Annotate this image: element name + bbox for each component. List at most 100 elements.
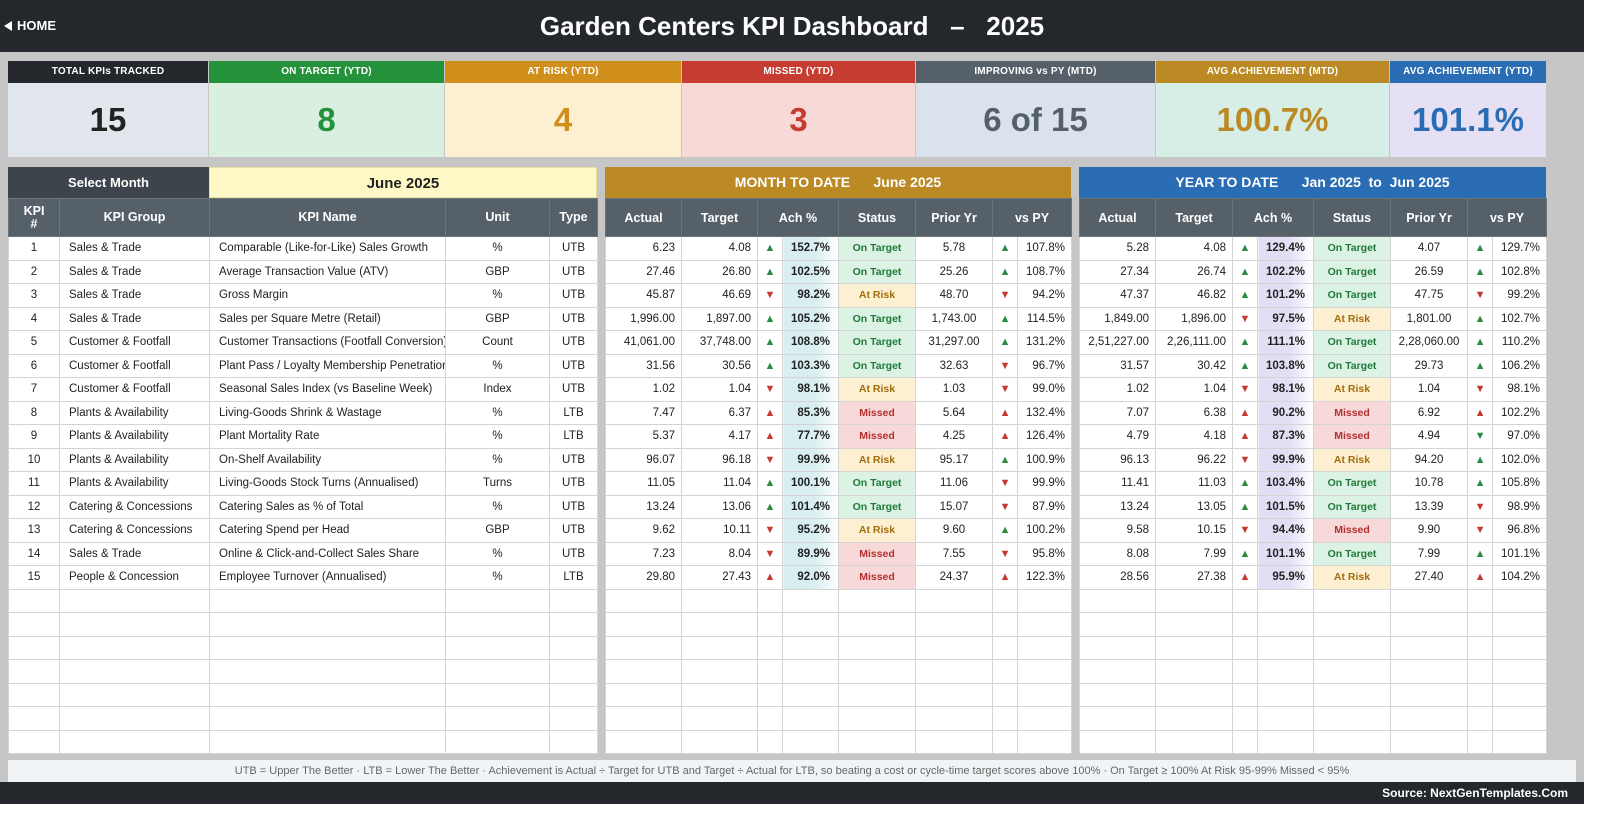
status-badge: On Target — [838, 471, 917, 496]
empty-cell — [838, 659, 917, 684]
achievement-value: 129.4% — [1256, 236, 1315, 261]
empty-cell — [1155, 682, 1233, 707]
empty-cell — [681, 706, 758, 731]
empty-cell — [209, 612, 446, 637]
empty-cell — [915, 682, 994, 707]
trend-arrow-icon: ▲ — [757, 236, 783, 261]
empty-cell — [1232, 729, 1258, 754]
kpi-name: Seasonal Sales Index (vs Baseline Week) — [209, 377, 446, 402]
empty-cell — [1492, 612, 1548, 637]
trend-arrow-icon: ▼ — [1232, 447, 1258, 472]
target-value: 96.22 — [1155, 447, 1233, 472]
trend-arrow-icon: ▲ — [1232, 565, 1258, 590]
trend-arrow-icon: ▼ — [1467, 283, 1494, 308]
column-header: vs PY — [1467, 198, 1548, 237]
trend-arrow-icon: ▲ — [1467, 565, 1494, 590]
trend-arrow-icon: ▲ — [1232, 541, 1258, 566]
achievement-value: 94.4% — [1256, 518, 1315, 543]
empty-cell — [1492, 588, 1548, 613]
kpi-name: Living-Goods Stock Turns (Annualised) — [209, 471, 446, 496]
column-header: KPI Name — [209, 198, 446, 237]
empty-cell — [838, 682, 917, 707]
empty-cell — [757, 635, 783, 660]
empty-cell — [838, 612, 917, 637]
trend-arrow-icon: ▲ — [1232, 283, 1258, 308]
kpi-group: Sales & Trade — [59, 306, 210, 331]
target-value: 13.06 — [681, 494, 758, 519]
actual-value: 1.02 — [1079, 377, 1156, 402]
kpi-card-value: 3 — [682, 83, 915, 157]
month-dropdown[interactable]: June 2025 — [209, 167, 597, 198]
empty-cell — [59, 659, 210, 684]
empty-cell — [681, 729, 758, 754]
home-button[interactable]: HOME — [4, 18, 56, 33]
actual-value: 1,996.00 — [605, 306, 682, 331]
trend-arrow-icon: ▼ — [1232, 518, 1258, 543]
status-badge: On Target — [1313, 471, 1392, 496]
empty-cell — [992, 659, 1019, 684]
trend-arrow-icon: ▲ — [757, 424, 783, 449]
kpi-number: 9 — [8, 424, 60, 449]
table-row: 1,849.00 1,896.00 ▼ 97.5% At Risk 1,801.00 ▲ 10… — [1079, 306, 1548, 331]
table-row: 31.56 30.56 ▲ 103.3% On Target 32.63 ▼ 96.7% — [605, 353, 1073, 378]
actual-value: 9.58 — [1079, 518, 1156, 543]
table-row: 7.07 6.38 ▲ 90.2% Missed 6.92 ▲ 102.2% — [1079, 400, 1548, 425]
kpi-group: Sales & Trade — [59, 541, 210, 566]
empty-cell — [1256, 729, 1315, 754]
status-badge: At Risk — [1313, 306, 1392, 331]
target-value: 46.82 — [1155, 283, 1233, 308]
vs-prior-year-value: 107.8% — [1017, 236, 1073, 261]
trend-arrow-icon: ▼ — [757, 283, 783, 308]
target-value: 10.15 — [1155, 518, 1233, 543]
achievement-value: 101.1% — [1256, 541, 1315, 566]
status-badge: Missed — [838, 424, 917, 449]
empty-cell — [1467, 635, 1494, 660]
column-header: KPI Group — [59, 198, 210, 237]
vs-prior-year-value: 131.2% — [1017, 330, 1073, 355]
actual-value: 27.34 — [1079, 259, 1156, 284]
empty-cell — [681, 588, 758, 613]
vs-prior-year-value: 122.3% — [1017, 565, 1073, 590]
table-row: 14 Sales & Trade Online & Click-and-Collec… — [8, 541, 598, 566]
kpi-card: AVG ACHIEVEMENT (YTD) 101.1% — [1390, 61, 1546, 157]
vs-prior-year-value: 110.2% — [1492, 330, 1548, 355]
table-row: 6 Customer & Footfall Plant Pass / Loyalty… — [8, 353, 598, 378]
table-row: 3 Sales & Trade Gross Margin% UTB — [8, 283, 598, 308]
top-bar: HOME Garden Centers KPI Dashboard – 2025 — [0, 0, 1584, 52]
table-row: 9.58 10.15 ▼ 94.4% Missed 9.90 ▼ 96.8% — [1079, 518, 1548, 543]
vs-prior-year-value: 98.9% — [1492, 494, 1548, 519]
vs-prior-year-value: 129.7% — [1492, 236, 1548, 261]
empty-row — [605, 612, 1073, 637]
vs-prior-year-value: 101.1% — [1492, 541, 1548, 566]
trend-arrow-icon: ▲ — [992, 330, 1019, 355]
empty-cell — [1313, 659, 1392, 684]
actual-value: 47.37 — [1079, 283, 1156, 308]
kpi-card-label: AVG ACHIEVEMENT (MTD) — [1156, 61, 1389, 83]
empty-cell — [992, 612, 1019, 637]
vs-prior-year-value: 96.8% — [1492, 518, 1548, 543]
kpi-type: UTB — [549, 259, 598, 284]
actual-value: 45.87 — [605, 283, 682, 308]
target-value: 7.99 — [1155, 541, 1233, 566]
empty-cell — [8, 588, 60, 613]
kpi-number: 1 — [8, 236, 60, 261]
trend-arrow-icon: ▲ — [1232, 494, 1258, 519]
kpi-number: 15 — [8, 565, 60, 590]
table-row: 10 Plants & Availability On-Shelf Availabi… — [8, 447, 598, 472]
target-value: 4.08 — [681, 236, 758, 261]
prior-year-value: 4.94 — [1390, 424, 1469, 449]
target-value: 1.04 — [1155, 377, 1233, 402]
target-value: 30.56 — [681, 353, 758, 378]
trend-arrow-icon: ▲ — [1467, 306, 1494, 331]
prior-year-value: 9.90 — [1390, 518, 1469, 543]
achievement-value: 85.3% — [781, 400, 840, 425]
table-row: 31.57 30.42 ▲ 103.8% On Target 29.73 ▲ 106.2% — [1079, 353, 1548, 378]
trend-arrow-icon: ▼ — [1467, 424, 1494, 449]
vs-prior-year-value: 97.0% — [1492, 424, 1548, 449]
target-value: 11.03 — [1155, 471, 1233, 496]
achievement-value: 98.2% — [781, 283, 840, 308]
empty-row — [605, 659, 1073, 684]
trend-arrow-icon: ▲ — [992, 424, 1019, 449]
empty-cell — [1017, 659, 1073, 684]
prior-year-value: 1.03 — [915, 377, 994, 402]
